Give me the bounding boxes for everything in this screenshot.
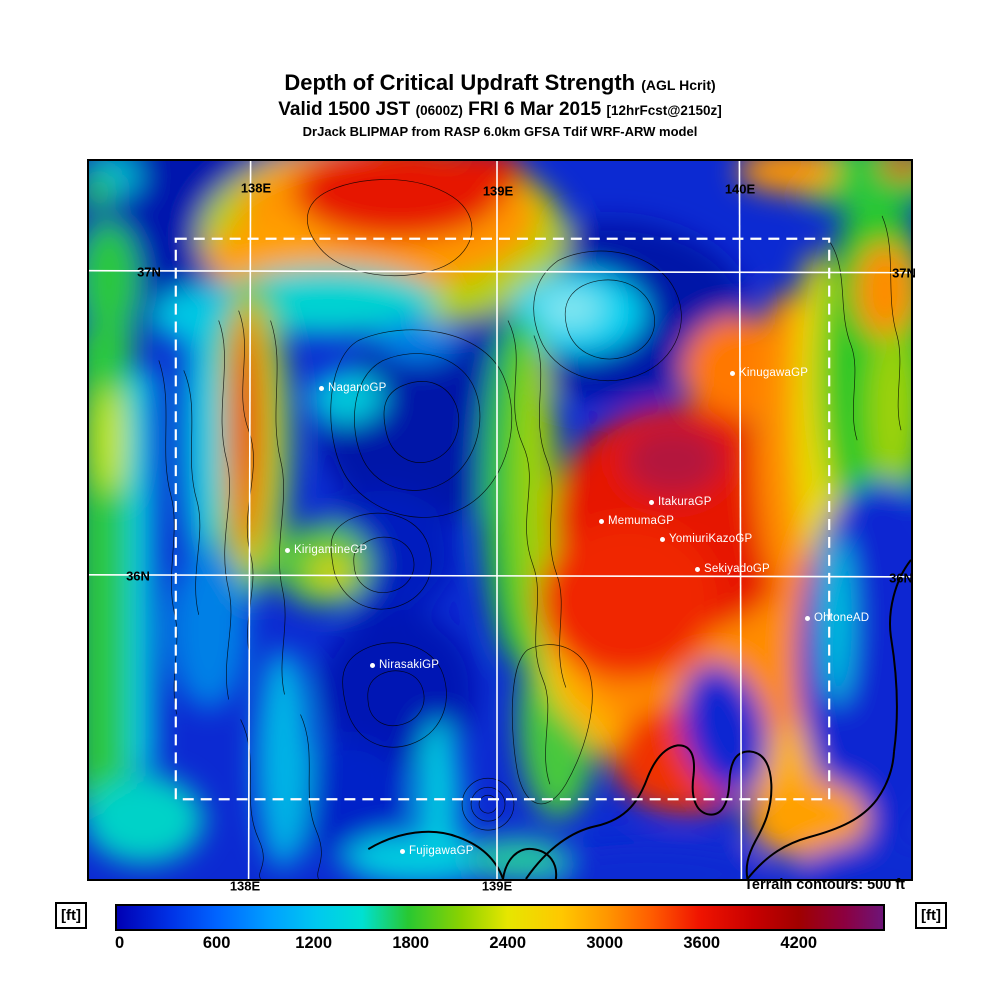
site-marker-dot bbox=[400, 848, 405, 854]
site-marker-dot bbox=[805, 615, 810, 621]
blipmap-field bbox=[89, 161, 911, 879]
site-kirigaminegp: KirigamineGP bbox=[285, 544, 367, 556]
colorbar-tick: 1800 bbox=[392, 934, 430, 952]
site-sekiyadogp: SekiyadoGP bbox=[695, 563, 770, 575]
site-marker-dot bbox=[599, 518, 604, 524]
lat-label-36n-right: 36N bbox=[889, 570, 913, 586]
colorbar-tick: 3000 bbox=[586, 934, 624, 952]
updraft-depth-color-field bbox=[89, 161, 911, 879]
header: Depth of Critical Updraft Strength (AGL … bbox=[0, 70, 1000, 141]
valid-date: FRI 6 Mar 2015 bbox=[468, 99, 602, 120]
site-marker-dot bbox=[695, 566, 700, 572]
colorbar-gradient bbox=[115, 904, 885, 931]
lat-label-36n-left: 36N bbox=[126, 568, 150, 584]
colorbar-tick: 600 bbox=[202, 934, 231, 952]
colorbar-tick: 1200 bbox=[295, 934, 333, 952]
model-line: DrJack BLIPMAP from RASP 6.0km GFSA Tdif… bbox=[302, 124, 698, 139]
forecast-domain-box bbox=[174, 237, 831, 801]
terrain-contour-lines bbox=[158, 179, 902, 879]
site-fujigawagp: FujigawaGP bbox=[400, 845, 474, 857]
site-marker-dot bbox=[285, 547, 290, 553]
lat-label-37n-right: 37N bbox=[892, 265, 916, 281]
title-main: Depth of Critical Updraft Strength bbox=[284, 70, 636, 95]
latlon-grid-lines bbox=[89, 161, 911, 879]
site-ohtonead: OhtoneAD bbox=[805, 612, 869, 624]
lon-label-139e-top: 139E bbox=[482, 183, 514, 199]
title-suffix: (AGL Hcrit) bbox=[641, 77, 716, 93]
colorbar-ticks: 0 600 1200 1800 2400 3000 3600 4200 bbox=[115, 934, 885, 958]
colorbar-tick: 0 bbox=[115, 934, 125, 952]
lon-label-140e-top: 140E bbox=[724, 181, 756, 197]
valid-line: Valid 1500 JST (0600Z) FRI 6 Mar 2015 [1… bbox=[0, 98, 1000, 123]
terrain-contour-note: Terrain contours: 500 ft bbox=[744, 877, 905, 893]
lon-label-138e-top: 138E bbox=[240, 180, 272, 196]
site-marker-dot bbox=[370, 662, 375, 668]
colorbar-unit-right: [ft] bbox=[915, 902, 947, 929]
site-itakuragp: ItakuraGP bbox=[649, 496, 712, 508]
page-title: Depth of Critical Updraft Strength (AGL … bbox=[0, 70, 1000, 98]
valid-forecast-tag: [12hrFcst@2150z] bbox=[606, 103, 722, 118]
valid-zulu: (0600Z) bbox=[415, 103, 463, 118]
site-nirasakigp: NirasakiGP bbox=[370, 659, 439, 671]
site-marker-dot bbox=[649, 499, 654, 505]
site-marker-dot bbox=[730, 370, 735, 376]
coastline bbox=[367, 559, 911, 879]
valid-prefix: Valid 1500 JST bbox=[278, 99, 411, 120]
site-naganogp: NaganoGP bbox=[319, 382, 387, 394]
site-memumagp: MemumaGP bbox=[599, 515, 674, 527]
lon-label-138e-bottom: 138E bbox=[229, 878, 261, 894]
site-yomiurikazogp: YomiuriKazoGP bbox=[660, 533, 752, 545]
site-marker-dot bbox=[319, 385, 324, 391]
lat-label-37n-left: 37N bbox=[137, 264, 161, 280]
colorbar-tick: 3600 bbox=[683, 934, 721, 952]
lon-label-139e-bottom: 139E bbox=[481, 878, 513, 894]
blipmap: 138E 139E 140E 37N 36N 37N 36N NaganoGP … bbox=[87, 159, 916, 881]
site-marker-dot bbox=[660, 536, 665, 542]
site-kinugawagp: KinugawaGP bbox=[730, 367, 808, 379]
colorbar-unit-left: [ft] bbox=[55, 902, 87, 929]
colorbar-tick: 2400 bbox=[489, 934, 527, 952]
colorbar-tick: 4200 bbox=[780, 934, 818, 952]
